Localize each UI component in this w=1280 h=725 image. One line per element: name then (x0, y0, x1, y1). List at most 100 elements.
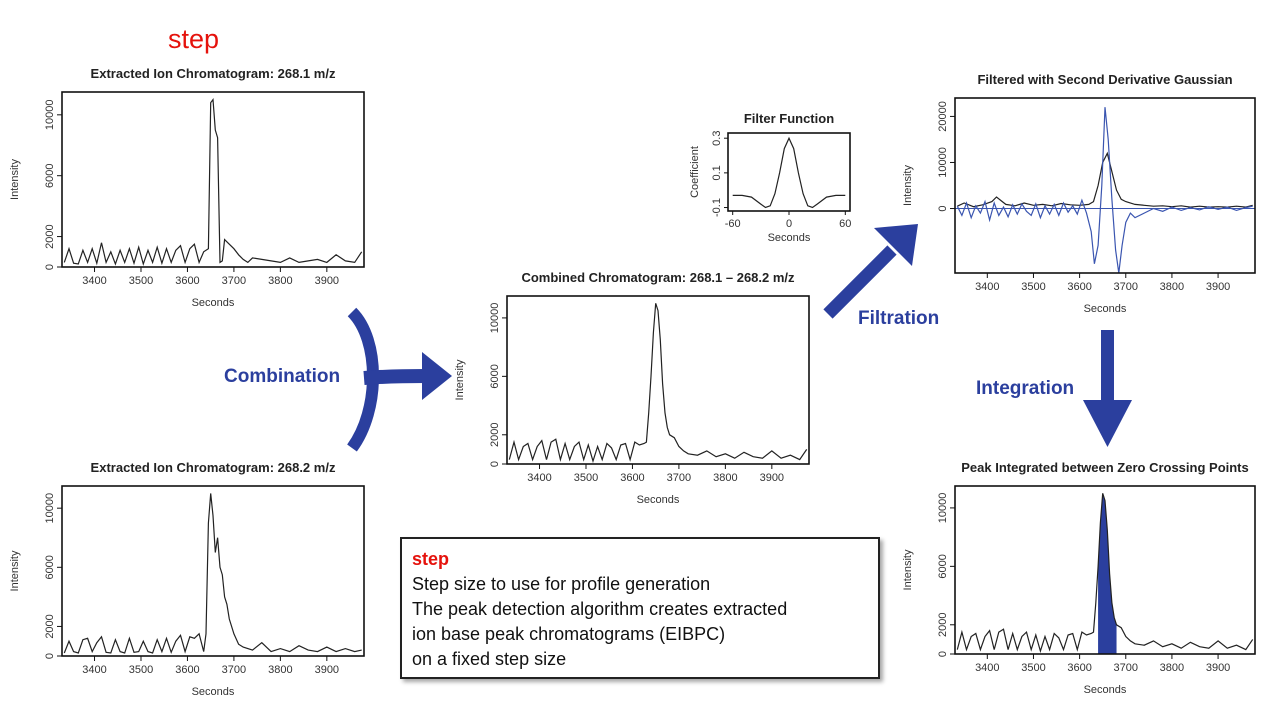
chart-title: Filter Function (744, 111, 834, 126)
chart-eic-268-1: Extracted Ion Chromatogram: 268.1 m/z 340… (9, 66, 365, 309)
x-tick-label: 3900 (315, 664, 339, 676)
x-tick-label: 3400 (82, 664, 106, 676)
y-tick-label: 6000 (489, 364, 501, 388)
x-tick-label: 3600 (175, 275, 199, 287)
x-tick-label: -60 (725, 218, 741, 230)
x-tick-label: 3700 (1114, 662, 1138, 674)
x-axis-label: Seconds (637, 494, 680, 506)
y-axis-label: Intensity (454, 359, 466, 400)
x-tick-label: 60 (839, 218, 851, 230)
x-tick-label: 3800 (268, 275, 292, 287)
x-tick-label: 3700 (222, 275, 246, 287)
x-tick-label: 3500 (1021, 662, 1045, 674)
y-axis-label: Coefficient (689, 146, 701, 198)
x-tick-label: 3500 (574, 472, 598, 484)
series-line (956, 493, 1254, 654)
x-tick-label: 3900 (1206, 662, 1230, 674)
y-tick-label: 2000 (937, 613, 949, 637)
y-tick-label: 0 (937, 651, 949, 657)
x-tick-label: 3400 (975, 662, 999, 674)
info-box-line: Step size to use for profile generation (412, 574, 711, 594)
step-info-box: step Step size to use for profile genera… (400, 537, 880, 679)
y-tick-label: 6000 (44, 555, 56, 579)
series-line (508, 303, 808, 464)
y-tick-label: 0.1 (711, 165, 723, 180)
y-tick-label: 10000 (44, 493, 56, 524)
integration-arrow (1083, 330, 1132, 447)
y-tick-label: 2000 (489, 423, 501, 447)
y-axis-label: Intensity (902, 165, 914, 206)
info-box-line: ion base peak chromatograms (EIBPC) (412, 624, 726, 644)
x-tick-label: 3600 (620, 472, 644, 484)
chart-filtered: Filtered with Second Derivative Gaussian… (902, 72, 1256, 315)
step-heading: step (168, 24, 220, 54)
y-tick-label: 6000 (937, 554, 949, 578)
y-tick-label: 0 (489, 461, 501, 467)
plot-frame (954, 485, 1256, 655)
x-axis-label: Seconds (192, 297, 235, 309)
integrated-area (1098, 493, 1117, 654)
x-axis-label: Seconds (768, 232, 811, 244)
chart-title: Combined Chromatogram: 268.1 – 268.2 m/z (521, 270, 795, 285)
chart-title: Filtered with Second Derivative Gaussian (977, 72, 1232, 87)
combination-arrow (347, 307, 452, 452)
x-axis-label: Seconds (192, 686, 235, 698)
x-tick-label: 3400 (975, 281, 999, 293)
x-tick-label: 3400 (82, 275, 106, 287)
x-axis-label: Seconds (1084, 684, 1127, 696)
y-tick-label: -0.1 (711, 198, 723, 217)
y-tick-label: 10000 (44, 100, 56, 131)
integration-label: Integration (976, 378, 1075, 399)
x-tick-label: 3700 (222, 664, 246, 676)
x-tick-label: 3900 (760, 472, 784, 484)
y-axis-label: Intensity (902, 549, 914, 590)
info-box-line: on a fixed step size (412, 649, 567, 669)
plot-frame (727, 132, 851, 212)
y-tick-label: 10000 (937, 147, 949, 178)
x-tick-label: 3400 (527, 472, 551, 484)
y-tick-label: 20000 (937, 101, 949, 132)
series-line (957, 151, 1253, 208)
x-tick-label: 3500 (129, 275, 153, 287)
y-tick-label: 0 (44, 264, 56, 270)
series-line (732, 136, 846, 209)
series-line (63, 97, 363, 267)
chart-integrated: Peak Integrated between Zero Crossing Po… (902, 460, 1256, 696)
chart-filter-function: Filter Function -60 0 60 -0.1 0.1 0.3 Seconds Co… (689, 111, 851, 244)
y-tick-label: 0.3 (711, 131, 723, 146)
chart-eic-268-2: Extracted Ion Chromatogram: 268.2 m/z 340… (9, 460, 365, 698)
plot-frame (61, 91, 365, 268)
chart-combined: Combined Chromatogram: 268.1 – 268.2 m/z… (454, 270, 810, 506)
y-tick-label: 2000 (44, 614, 56, 638)
x-axis-label: Seconds (1084, 303, 1127, 315)
info-box-line: The peak detection algorithm creates ext… (412, 599, 788, 619)
x-tick-label: 3900 (315, 275, 339, 287)
plot-frame (61, 485, 365, 657)
series-line (956, 107, 1253, 274)
plot-frame (954, 97, 1256, 274)
info-box-title: step (412, 549, 450, 569)
x-tick-label: 3800 (713, 472, 737, 484)
x-tick-label: 3600 (1067, 662, 1091, 674)
series-line (63, 493, 362, 655)
x-tick-label: 0 (786, 218, 792, 230)
chart-title: Peak Integrated between Zero Crossing Po… (961, 460, 1249, 475)
plot-frame (506, 295, 810, 465)
y-tick-label: 0 (44, 653, 56, 659)
y-tick-label: 6000 (44, 163, 56, 187)
y-tick-label: 10000 (937, 493, 949, 524)
x-tick-label: 3900 (1206, 281, 1230, 293)
x-tick-label: 3700 (1114, 281, 1138, 293)
combination-label: Combination (224, 366, 341, 387)
filtration-label: Filtration (858, 308, 940, 329)
y-axis-label: Intensity (9, 550, 21, 591)
y-tick-label: 10000 (489, 303, 501, 334)
y-axis-label: Intensity (9, 159, 21, 200)
x-tick-label: 3800 (268, 664, 292, 676)
x-tick-label: 3800 (1160, 662, 1184, 674)
chart-title: Extracted Ion Chromatogram: 268.1 m/z (91, 66, 336, 81)
x-tick-label: 3700 (667, 472, 691, 484)
x-tick-label: 3500 (1021, 281, 1045, 293)
x-tick-label: 3600 (175, 664, 199, 676)
x-tick-label: 3500 (129, 664, 153, 676)
